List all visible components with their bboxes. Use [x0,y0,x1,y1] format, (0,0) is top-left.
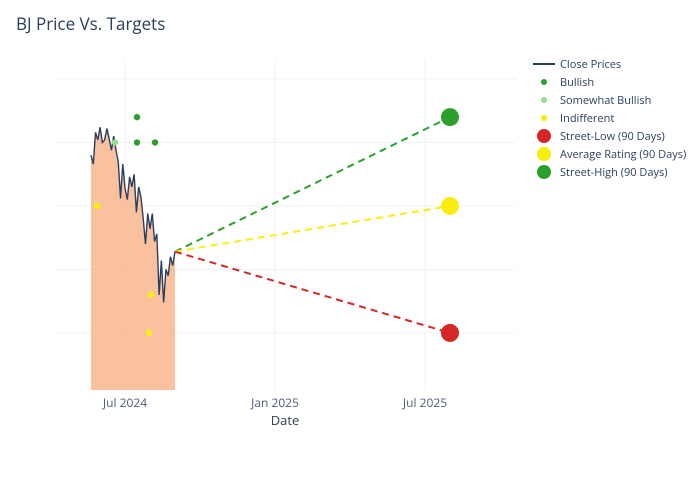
legend-item[interactable]: Street-Low (90 Days) [530,127,686,145]
chart-title: BJ Price Vs. Targets [16,12,165,35]
legend-item[interactable]: Somewhat Bullish [530,91,686,109]
projection-markers [441,108,459,342]
svg-text:Jul 2024: Jul 2024 [102,394,147,411]
x-tick-labels: Jul 2024 Jan 2025 Jul 2025 [102,394,447,411]
rating-bullish [134,139,140,145]
x-axis-label: Date [271,411,300,429]
legend-item[interactable]: Bullish [530,73,686,91]
legend-label: Street-High (90 Days) [560,165,668,180]
svg-text:Jan 2025: Jan 2025 [250,394,299,411]
target-avg_rating [441,197,459,215]
legend-item[interactable]: Indifferent [530,109,686,127]
target-street_high [441,108,459,126]
legend-item[interactable]: Close Prices [530,55,686,73]
projection-lines [175,117,450,333]
legend-item[interactable]: Street-High (90 Days) [530,163,686,181]
legend-label: Bullish [560,75,594,90]
legend-item[interactable]: Average Rating (90 Days) [530,145,686,163]
legend-label: Somewhat Bullish [560,93,651,108]
close-area [91,127,175,390]
chart-plot: 7580859095 Jul 2024Jan 2025Jul 2025 Date… [55,50,515,430]
legend-label: Indifferent [560,111,614,126]
legend-label: Close Prices [560,57,621,72]
rating-indifferent [146,330,152,336]
svg-text:Jul 2025: Jul 2025 [402,394,447,411]
rating-somewhat_bullish [112,139,118,145]
legend: Close Prices Bullish Somewhat Bullish Indif… [530,55,686,181]
rating-bullish [152,139,158,145]
legend-label: Average Rating (90 Days) [560,147,686,162]
legend-label: Street-Low (90 Days) [560,129,665,144]
target-street_low [441,324,459,342]
rating-indifferent [94,203,100,209]
rating-indifferent [148,292,154,298]
rating-bullish [134,114,140,120]
